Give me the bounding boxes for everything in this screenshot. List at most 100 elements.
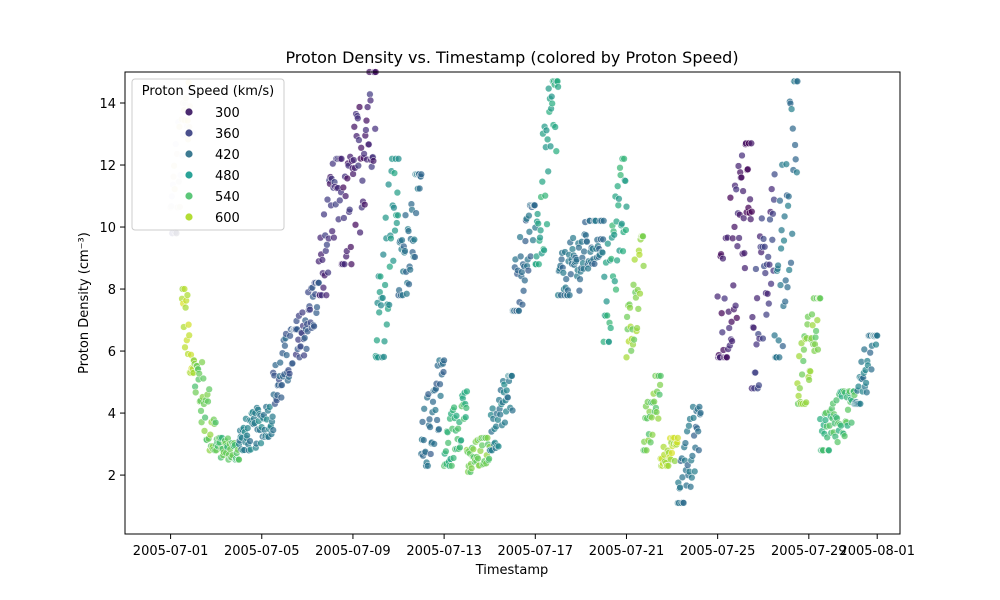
data-point <box>521 276 529 285</box>
data-point <box>780 212 789 221</box>
data-point <box>450 403 458 412</box>
data-point <box>634 305 642 313</box>
data-point <box>765 299 773 308</box>
data-point <box>371 125 379 133</box>
data-point <box>354 162 362 170</box>
data-point <box>362 116 371 125</box>
data-point <box>534 219 542 228</box>
data-point <box>361 200 369 209</box>
data-point <box>301 334 309 342</box>
data-point <box>816 294 824 302</box>
data-point <box>375 308 383 317</box>
data-point <box>718 309 726 317</box>
data-point <box>206 431 214 439</box>
data-point <box>746 195 754 203</box>
data-point <box>394 155 403 163</box>
data-point <box>783 283 792 291</box>
data-point <box>793 77 802 85</box>
data-point <box>622 353 631 361</box>
data-point <box>752 265 760 273</box>
data-point <box>737 173 746 182</box>
data-point <box>393 188 402 197</box>
data-point <box>389 257 397 265</box>
data-point <box>603 311 611 320</box>
data-point <box>474 454 482 463</box>
data-point <box>467 464 476 472</box>
data-point <box>613 256 621 265</box>
data-point <box>412 209 420 217</box>
data-point <box>436 380 444 388</box>
x-tick-label: 2005-08-01 <box>839 544 915 559</box>
data-point <box>452 412 461 420</box>
data-point <box>463 387 471 396</box>
data-point <box>415 184 424 193</box>
data-point <box>676 483 684 492</box>
data-point <box>726 194 735 202</box>
data-point <box>627 347 635 355</box>
data-point <box>328 227 336 235</box>
data-point <box>629 281 638 289</box>
data-point <box>350 123 358 131</box>
data-point <box>799 357 807 365</box>
data-point <box>336 196 344 205</box>
data-point <box>713 292 722 301</box>
data-point <box>435 425 443 433</box>
data-point <box>747 139 755 147</box>
data-point <box>442 447 450 455</box>
data-point <box>759 235 768 243</box>
data-point <box>448 462 456 470</box>
data-point <box>728 337 736 345</box>
data-point <box>611 277 619 285</box>
data-point <box>761 243 769 251</box>
legend-label: 540 <box>215 190 240 205</box>
data-point <box>844 406 852 414</box>
data-point <box>319 284 328 292</box>
data-point <box>763 290 772 298</box>
data-point <box>762 311 771 319</box>
data-point <box>740 249 748 257</box>
data-point <box>390 204 398 212</box>
data-point <box>777 226 786 234</box>
data-point <box>863 388 871 396</box>
data-point <box>780 236 788 245</box>
data-point <box>805 376 813 384</box>
data-point <box>454 425 462 433</box>
data-point <box>781 297 789 306</box>
x-axis-label: Timestamp <box>475 563 549 578</box>
data-point <box>598 248 607 257</box>
data-point <box>583 238 591 246</box>
data-point <box>774 261 782 270</box>
data-point <box>856 400 864 408</box>
data-point <box>749 324 758 332</box>
data-point <box>567 270 575 278</box>
data-point <box>691 467 699 476</box>
x-tick-label: 2005-07-17 <box>498 544 574 559</box>
data-point <box>785 266 793 274</box>
data-point <box>614 182 622 190</box>
data-point <box>610 231 618 239</box>
data-point <box>630 336 638 344</box>
data-point <box>181 343 189 351</box>
data-point <box>626 304 634 312</box>
data-point <box>354 114 362 122</box>
data-point <box>285 369 294 378</box>
data-point <box>802 398 810 407</box>
data-point <box>418 418 427 426</box>
data-point <box>784 202 792 210</box>
data-point <box>765 261 774 269</box>
data-point <box>184 321 193 329</box>
data-point <box>607 324 615 332</box>
data-point <box>584 264 592 273</box>
data-point <box>543 135 552 144</box>
data-point <box>384 180 393 189</box>
data-point <box>770 196 778 204</box>
data-point <box>621 177 629 185</box>
data-point <box>872 340 880 349</box>
data-point <box>337 155 346 163</box>
legend-entries: 300 360 420 480 540 600 <box>185 106 240 226</box>
data-point <box>313 303 321 311</box>
data-point <box>538 178 546 186</box>
data-point <box>180 285 189 293</box>
data-point <box>329 160 337 168</box>
data-point <box>200 427 209 435</box>
